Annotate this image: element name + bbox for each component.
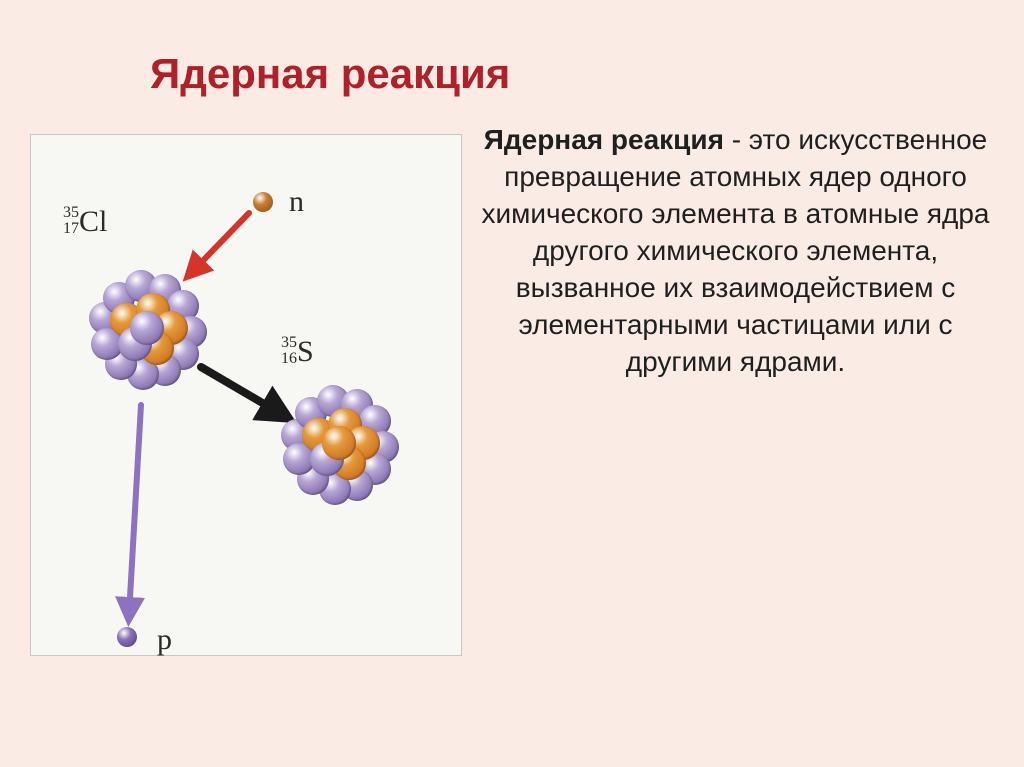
content-row: n p 3517Cl 3516S Ядерная реакция - это иску… [30,116,994,656]
nucleus-cl-nucleon [130,311,164,345]
reaction-diagram: n p 3517Cl 3516S [30,134,462,656]
slide-title: Ядерная реакция [150,50,994,98]
slide: Ядерная реакция n p 3517Cl 3516S Ядерная ре… [0,0,1024,767]
definition-text: Ядерная реакция - это искусственное прев… [477,116,994,381]
label-n: n [289,185,304,219]
definition-lead: Ядерная реакция [484,124,724,155]
label-p: p [157,623,172,657]
arrow-transmute [201,367,283,415]
label-cl: 3517Cl [63,205,107,238]
arrow-neutron [191,213,249,273]
neutron-particle [253,192,273,212]
nucleus-s-nucleon [322,426,356,460]
label-s: 3516S [281,335,314,368]
arrow-proton [129,405,141,615]
definition-body: - это искусственное превращение атомных … [481,124,989,377]
proton-particle [117,627,137,647]
